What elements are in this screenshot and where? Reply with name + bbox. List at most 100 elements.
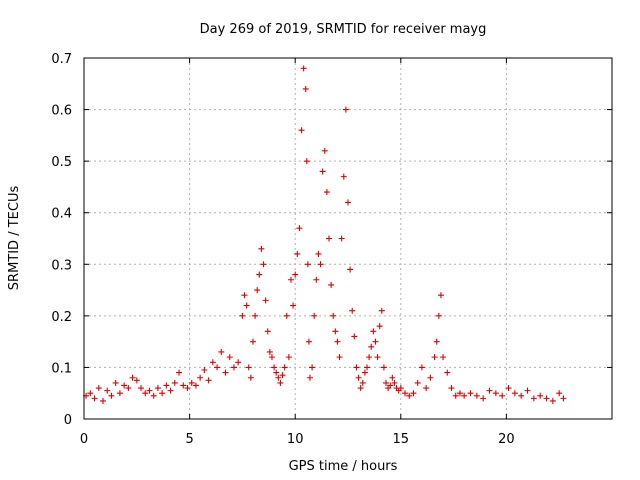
data-point: [303, 158, 310, 165]
y-tick-label: 0.2: [51, 310, 72, 325]
data-point: [486, 387, 493, 394]
data-point: [292, 271, 299, 278]
data-point: [492, 390, 499, 397]
axis-ticks: [83, 57, 612, 420]
data-point: [129, 374, 136, 381]
data-point: [347, 266, 354, 273]
data-point: [176, 369, 183, 376]
data-point: [247, 374, 254, 381]
data-point: [418, 364, 425, 371]
data-point: [214, 364, 221, 371]
data-point: [543, 395, 550, 402]
data-point: [218, 348, 225, 355]
data-point: [467, 390, 474, 397]
data-point: [260, 261, 267, 268]
data-point: [313, 276, 320, 283]
data-point: [258, 245, 265, 252]
data-point: [281, 364, 288, 371]
data-point: [142, 390, 149, 397]
data-point: [230, 364, 237, 371]
data-point: [100, 397, 107, 404]
data-point: [304, 261, 311, 268]
data-point: [349, 307, 356, 314]
data-point: [163, 382, 170, 389]
data-point: [537, 392, 544, 399]
y-tick-label: 0.3: [51, 258, 72, 273]
data-point: [184, 385, 191, 392]
data-point: [235, 359, 242, 366]
data-point: [294, 250, 301, 257]
data-point: [125, 385, 132, 392]
data-point: [361, 369, 368, 376]
data-point: [243, 302, 250, 309]
data-point: [171, 379, 178, 386]
data-point: [302, 85, 309, 92]
data-point: [95, 385, 102, 392]
data-point: [366, 354, 373, 361]
x-tick-label: 15: [393, 432, 410, 447]
data-point: [315, 250, 322, 257]
data-point: [427, 374, 434, 381]
data-point: [287, 276, 294, 283]
data-point: [180, 382, 187, 389]
data-point: [376, 323, 383, 330]
data-point: [336, 354, 343, 361]
data-point: [197, 374, 204, 381]
y-tick-label: 0.7: [51, 52, 72, 67]
data-point: [279, 372, 286, 379]
data-point: [305, 338, 312, 345]
data-point: [112, 379, 119, 386]
data-point: [423, 385, 430, 392]
data-point: [154, 385, 161, 392]
data-point: [138, 385, 145, 392]
data-point: [456, 390, 463, 397]
data-points: [83, 65, 567, 404]
data-point: [383, 379, 390, 386]
data-point: [480, 395, 487, 402]
y-tick-label: 0.4: [51, 207, 72, 222]
data-point: [188, 379, 195, 386]
data-point: [372, 338, 379, 345]
data-point: [338, 235, 345, 242]
data-point: [530, 395, 537, 402]
plot-frame: [83, 57, 613, 420]
data-point: [273, 369, 280, 376]
data-point: [285, 354, 292, 361]
data-point: [300, 65, 307, 72]
data-point: [351, 333, 358, 340]
y-axis-label: SRMTID / TECUs: [7, 186, 22, 291]
data-point: [549, 397, 556, 404]
data-point: [332, 328, 339, 335]
data-point: [556, 390, 563, 397]
data-point: [271, 364, 278, 371]
data-point: [209, 359, 216, 366]
data-point: [150, 392, 157, 399]
chart-title: Day 269 of 2019, SRMTID for receiver may…: [200, 22, 487, 37]
data-point: [353, 364, 360, 371]
data-point: [387, 382, 394, 389]
data-point: [104, 387, 111, 394]
data-point: [264, 328, 271, 335]
data-point: [440, 354, 447, 361]
data-point: [518, 392, 525, 399]
y-tick-label: 0.6: [51, 104, 72, 119]
data-point: [452, 392, 459, 399]
data-point: [205, 377, 212, 384]
x-tick-label: 10: [287, 432, 304, 447]
data-point: [290, 302, 297, 309]
x-axis-label: GPS time / hours: [289, 459, 398, 474]
data-point: [368, 343, 375, 350]
data-point: [249, 338, 256, 345]
data-point: [505, 385, 512, 392]
data-point: [245, 364, 252, 371]
data-point: [133, 377, 140, 384]
data-point: [524, 387, 531, 394]
data-point: [444, 369, 451, 376]
data-point: [374, 354, 381, 361]
data-point: [389, 374, 396, 381]
data-point: [437, 292, 444, 299]
data-point: [334, 338, 341, 345]
data-point: [359, 379, 366, 386]
data-point: [283, 312, 290, 319]
data-point: [435, 312, 442, 319]
